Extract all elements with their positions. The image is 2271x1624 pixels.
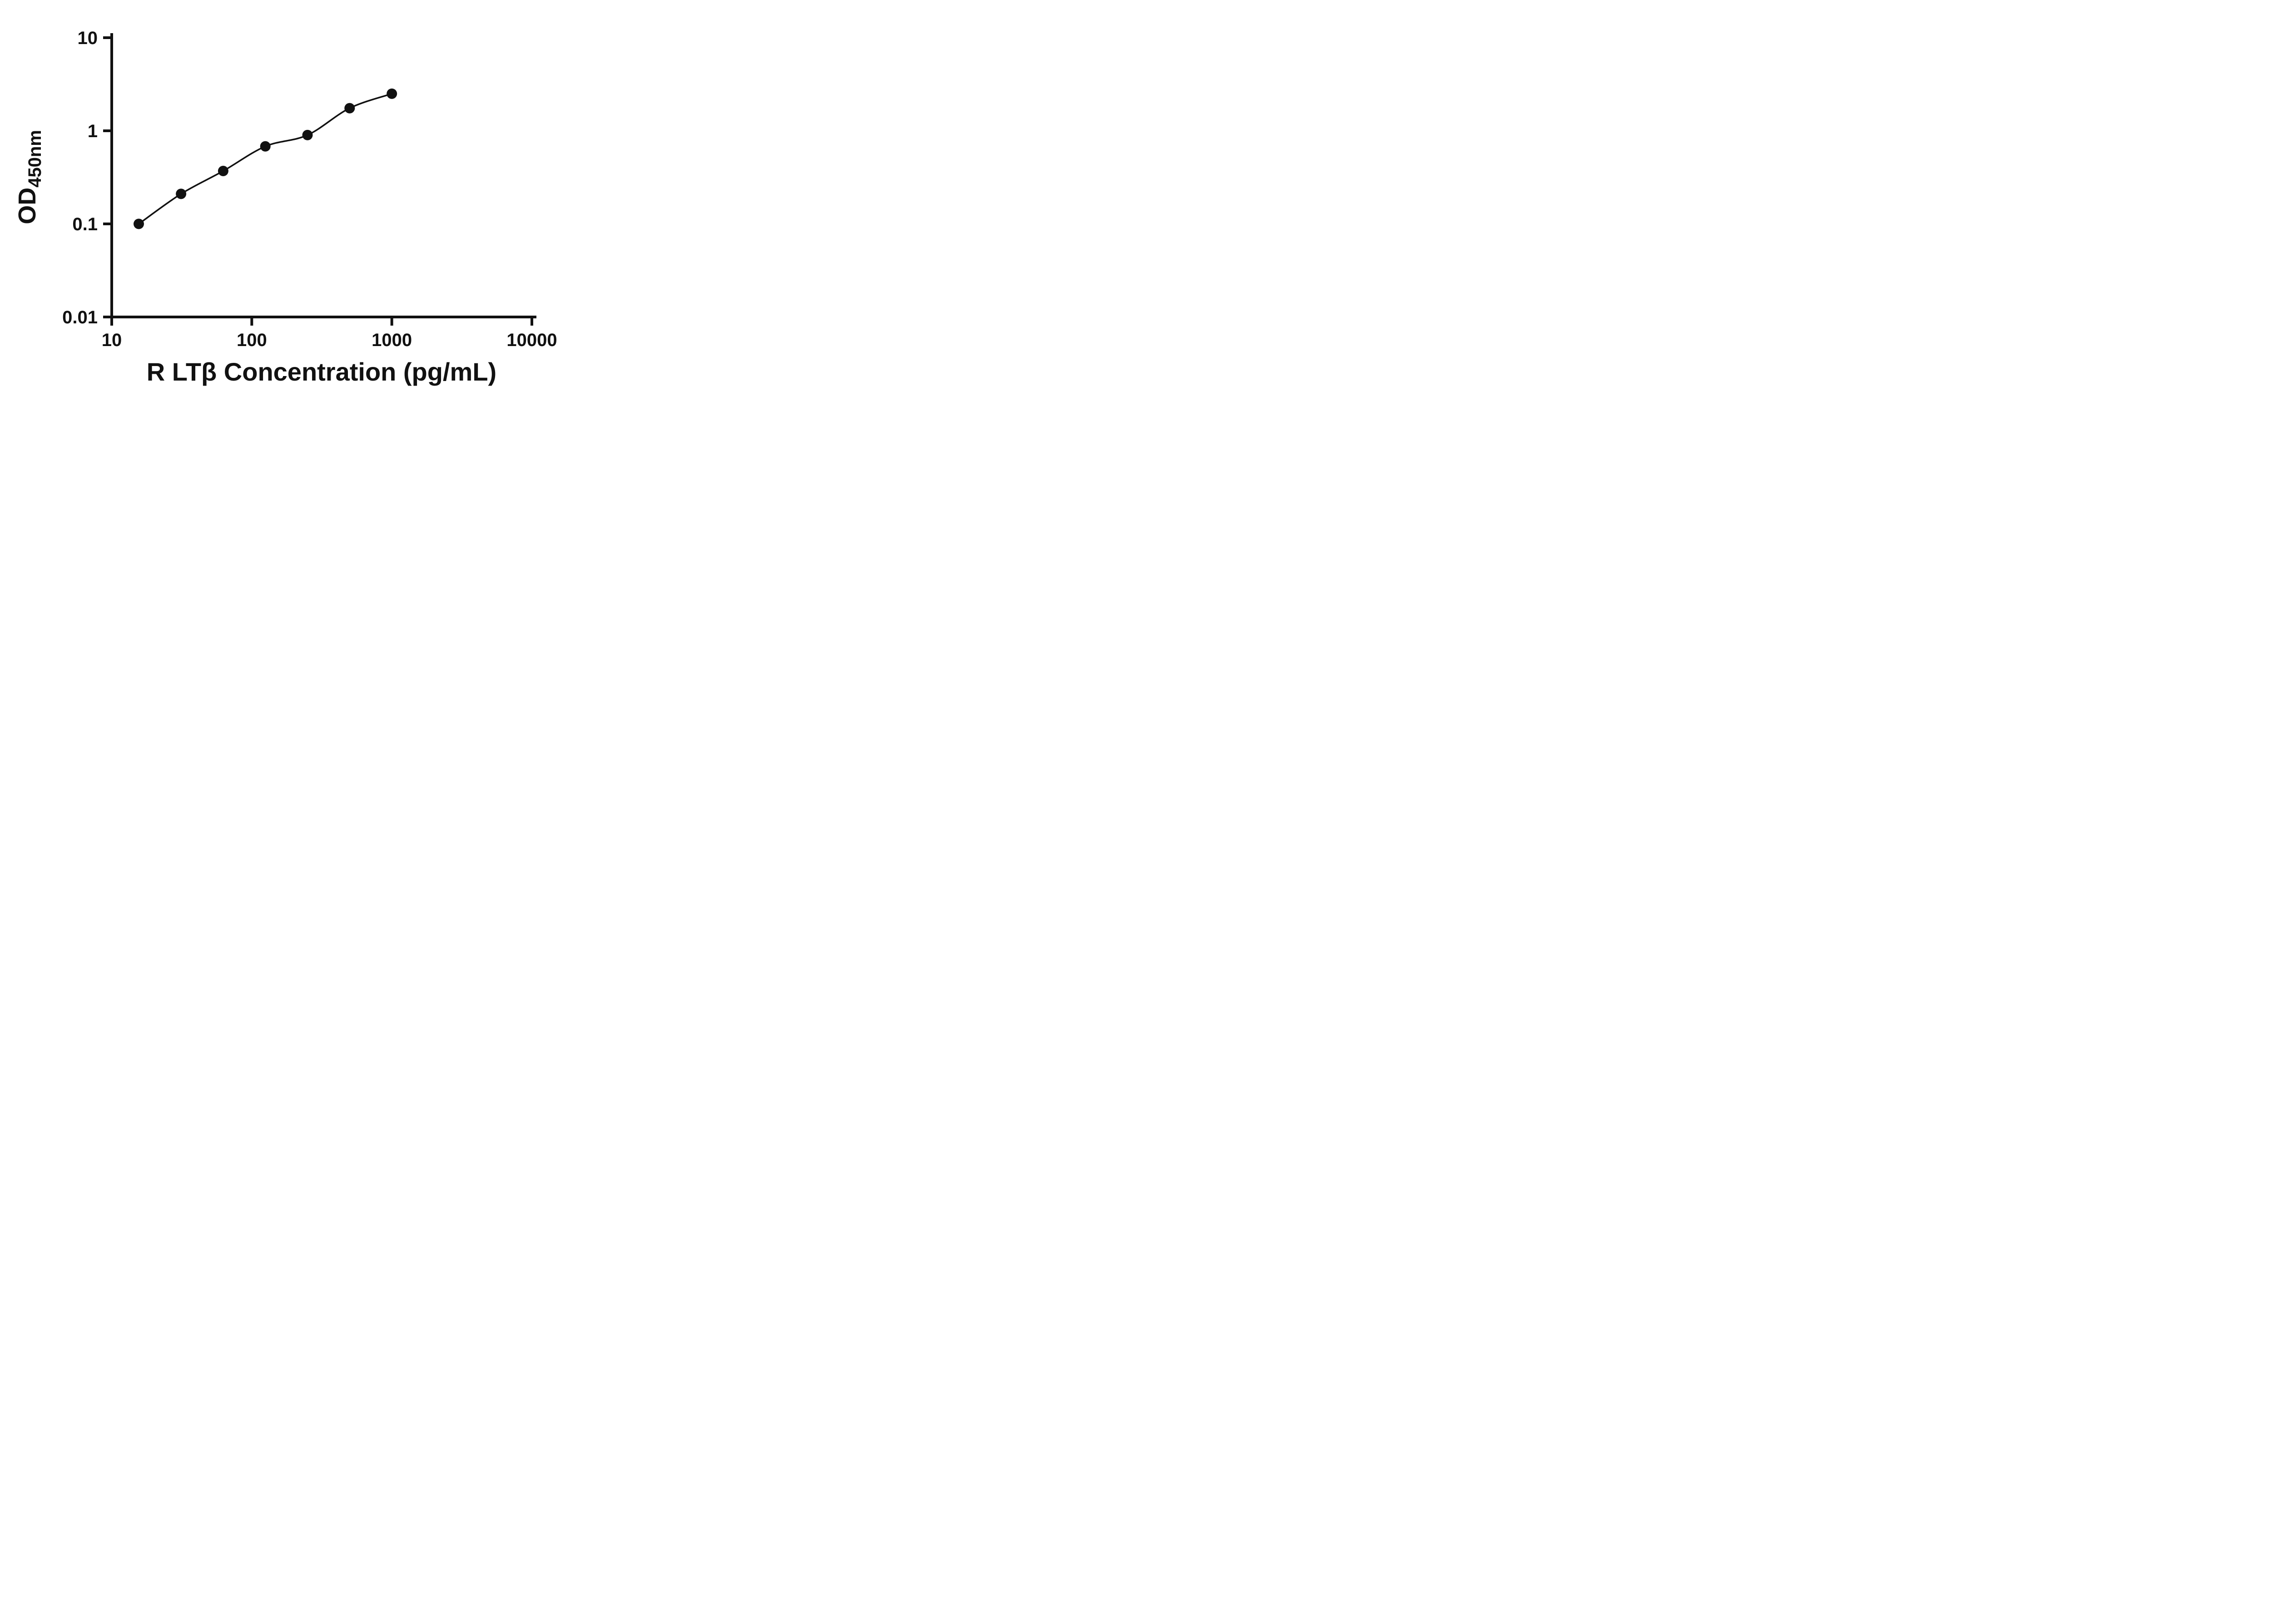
y-axis-title: OD450nm xyxy=(14,130,45,224)
x-axis-title: R LTβ Concentration (pg/mL) xyxy=(147,357,496,386)
data-point xyxy=(134,218,144,229)
axes xyxy=(110,33,536,318)
y-tick-label: 10 xyxy=(78,28,98,48)
y-axis-title-main: OD xyxy=(14,188,41,224)
y-tick-label: 0.1 xyxy=(72,214,98,234)
y-axis-title-sub: 450nm xyxy=(25,130,45,188)
data-points xyxy=(134,88,397,229)
x-tick-label: 10000 xyxy=(506,330,557,350)
tick-labels: 10 100 1000 10000 10 1 0.1 0.01 xyxy=(62,28,557,350)
data-point xyxy=(176,188,187,199)
data-point xyxy=(218,166,228,176)
y-tick-label: 0.01 xyxy=(62,307,98,327)
tick-marks xyxy=(103,36,533,326)
data-point xyxy=(344,103,355,114)
x-tick-label: 1000 xyxy=(372,330,412,350)
elisa-standard-curve-figure: 10 100 1000 10000 10 1 0.1 0.01 R LTβ Concentra… xyxy=(0,0,584,406)
y-tick-label: 1 xyxy=(88,121,98,141)
data-point xyxy=(302,129,313,140)
standard-curve-chart: 10 100 1000 10000 10 1 0.1 0.01 R LTβ Concentra… xyxy=(14,28,557,386)
data-point xyxy=(260,141,271,152)
fit-curve xyxy=(138,93,392,225)
x-tick-label: 10 xyxy=(102,330,122,350)
data-point xyxy=(387,88,397,99)
x-tick-label: 100 xyxy=(237,330,267,350)
